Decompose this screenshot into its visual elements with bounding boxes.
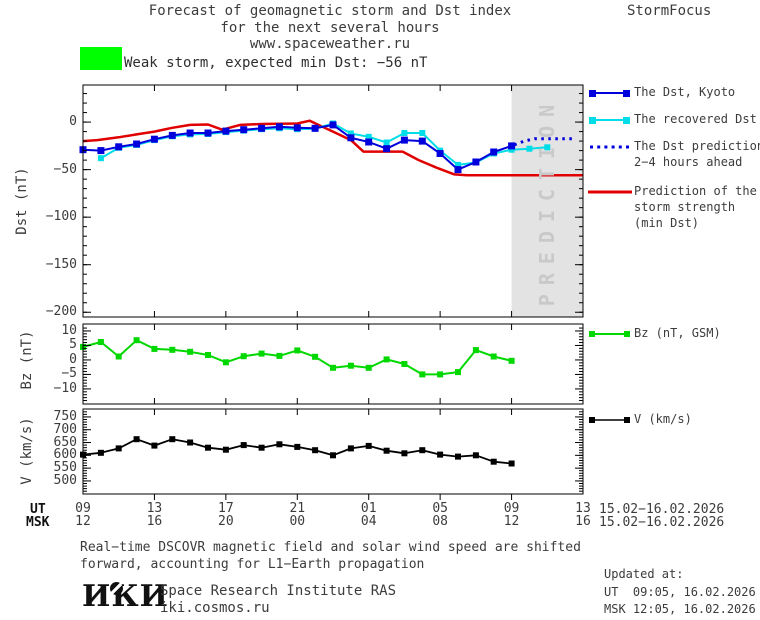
legend-label-prediction-2: 2−4 hours ahead — [634, 155, 743, 169]
bz-ytick-label: 0 — [69, 351, 77, 367]
v-ytick-label: 750 — [53, 408, 77, 424]
bz-ytick-label: −5 — [61, 366, 77, 382]
chart-canvas — [79, 84, 584, 500]
legend-entry-strength: Prediction of the storm strength (min Ds… — [588, 183, 757, 231]
ut-hour-label: 17 — [218, 501, 234, 516]
msk-hour-label: 00 — [289, 514, 306, 529]
bz-ytick-label: 10 — [61, 322, 77, 338]
msk-hour-label: 16 — [575, 514, 591, 529]
legend-label-strength-3: (min Dst) — [634, 216, 700, 230]
dst-ytick-label: −100 — [45, 209, 77, 225]
page-title-url: www.spaceweather.ru — [249, 36, 411, 52]
legend-label-strength-2: storm strength — [634, 200, 736, 214]
dst-ytick-label: −200 — [45, 304, 77, 320]
iki-logo-text: ИКИ — [82, 579, 169, 614]
legend-entry-dst-kyoto: The Dst, Kyoto — [588, 84, 735, 100]
bz-ytick-label: −10 — [53, 380, 77, 396]
dst-ytick-label: −150 — [45, 256, 77, 272]
v-ytick-label: 550 — [53, 460, 77, 476]
prediction-band-label: PREDICTION — [535, 95, 559, 307]
legend-label-recovered: The recovered Dst — [634, 112, 757, 126]
legend-label-v: V (km/s) — [634, 412, 692, 426]
msk-date-range: 15.02−16.02.2026 — [599, 515, 725, 530]
institute-name: Space Research Institute RAS — [160, 583, 397, 599]
legend-entry-prediction: The Dst prediction 2−4 hours ahead — [588, 138, 760, 170]
dst-ytick-label: −50 — [53, 161, 77, 177]
updated-ut: UT 09:05, 16.02.2026 — [604, 585, 756, 599]
page-title-line-2: for the next several hours — [220, 20, 440, 36]
dst-kyoto-line-sample — [589, 90, 630, 97]
legend-entry-bz: Bz (nT, GSM) — [588, 325, 721, 341]
footer-note-line-2: forward, accounting for L1−Earth propaga… — [80, 557, 425, 572]
v-ytick-label: 500 — [53, 472, 77, 488]
prediction-dotted-sample — [590, 145, 630, 149]
v-ytick-label: 700 — [53, 421, 77, 437]
msk-hour-label: 16 — [146, 514, 163, 529]
ut-hour-label: 01 — [360, 501, 377, 516]
v-ytick-label: 650 — [53, 434, 77, 450]
legend-entry-recovered: The recovered Dst — [588, 111, 757, 127]
legend-label-prediction-1: The Dst prediction — [634, 139, 760, 153]
updated-at-label: Updated at: — [604, 567, 684, 581]
msk-hour-label: 12 — [75, 514, 91, 529]
msk-hour-label: 08 — [432, 514, 448, 529]
ut-hour-label: 13 — [575, 501, 591, 516]
page-title-line-1: Forecast of geomagnetic storm and Dst in… — [148, 3, 512, 19]
legend-label-strength-1: Prediction of the — [634, 184, 757, 198]
v-line-sample — [589, 417, 630, 423]
storm-level-swatch — [80, 47, 122, 70]
bz-line-sample — [589, 331, 630, 337]
iki-logo: ИКИ — [82, 581, 169, 613]
legend-label-dst-kyoto: The Dst, Kyoto — [634, 85, 736, 99]
ut-hour-label: 13 — [146, 501, 163, 516]
legend-entry-v: V (km/s) — [588, 411, 692, 427]
iki-logo-orb-icon — [110, 582, 123, 595]
storm-level-label: Weak storm, expected min Dst: −56 nT — [124, 55, 428, 71]
ut-hour-label: 09 — [75, 501, 91, 516]
updated-msk: MSK 12:05, 16.02.2026 — [604, 602, 756, 616]
recovered-line-sample — [589, 117, 630, 124]
institute-url: iki.cosmos.ru — [160, 600, 270, 616]
ut-date-range: 15.02−16.02.2026 — [599, 502, 725, 517]
legend-label-bz: Bz (nT, GSM) — [634, 326, 721, 340]
msk-row-label: MSK — [26, 515, 50, 530]
msk-hour-label: 04 — [360, 514, 377, 529]
msk-hour-label: 20 — [218, 514, 234, 529]
strength-line-sample — [588, 190, 632, 194]
dst-ytick-label: 0 — [69, 114, 77, 130]
footer-note-line-1: Real−time DSCOVR magnetic field and sola… — [80, 540, 581, 555]
ut-hour-label: 05 — [432, 501, 448, 516]
bz-ytick-label: 5 — [69, 337, 77, 353]
ut-row-label: UT — [30, 502, 46, 517]
ut-hour-label: 09 — [503, 501, 520, 516]
v-ytick-label: 600 — [53, 447, 77, 463]
ut-hour-label: 21 — [289, 501, 306, 516]
brand-stormfocus: StormFocus — [627, 3, 712, 19]
msk-hour-label: 12 — [503, 514, 520, 529]
